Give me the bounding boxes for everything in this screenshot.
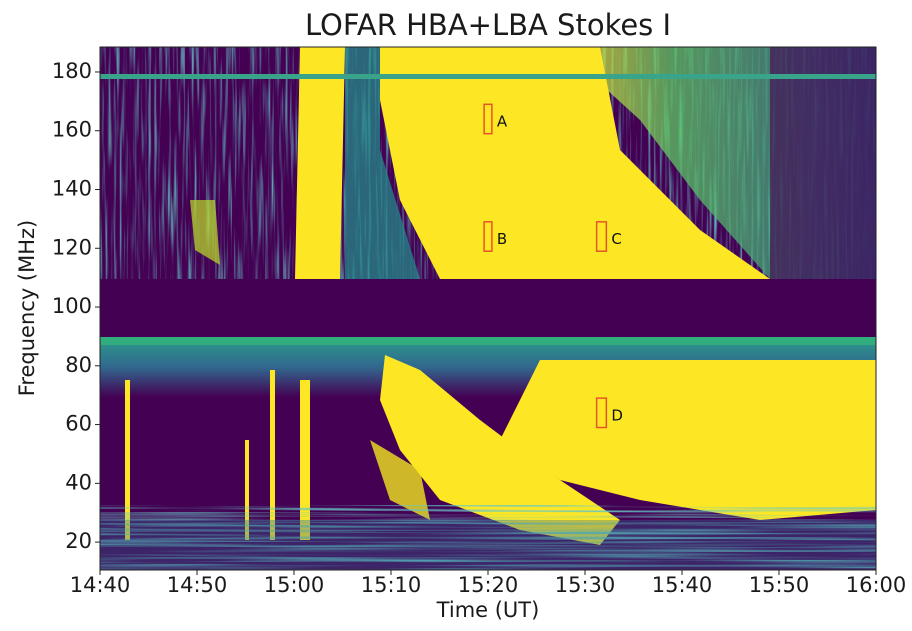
x-tick-label: 14:50 bbox=[167, 573, 228, 597]
x-tick-label: 16:00 bbox=[846, 573, 907, 597]
annotation-label: B bbox=[497, 230, 507, 248]
x-tick-label: 15:30 bbox=[555, 573, 616, 597]
annotation-label: C bbox=[611, 230, 621, 248]
y-tick-label: 80 bbox=[65, 353, 92, 377]
y-tick-label: 180 bbox=[52, 59, 92, 83]
x-tick-label: 15:40 bbox=[652, 573, 713, 597]
x-tick-label: 14:40 bbox=[70, 573, 131, 597]
annotation-label: A bbox=[497, 112, 508, 130]
annotation-box bbox=[595, 221, 608, 252]
y-tick-label: 100 bbox=[52, 294, 92, 318]
x-axis-label: Time (UT) bbox=[436, 598, 540, 622]
x-tick-label: 15:20 bbox=[458, 573, 519, 597]
x-tick-label: 15:00 bbox=[264, 573, 325, 597]
annotation-box bbox=[483, 221, 493, 252]
annotation-label: D bbox=[611, 406, 623, 424]
y-tick-label: 120 bbox=[52, 235, 92, 259]
x-tick-label: 15:50 bbox=[749, 573, 810, 597]
y-tick-label: 20 bbox=[65, 529, 92, 553]
x-tick-label: 15:10 bbox=[361, 573, 422, 597]
y-axis-label: Frequency (MHz) bbox=[15, 220, 39, 396]
annotation-box bbox=[595, 397, 608, 429]
y-tick-label: 40 bbox=[65, 470, 92, 494]
chart-title: LOFAR HBA+LBA Stokes I bbox=[305, 8, 671, 42]
y-tick-label: 60 bbox=[65, 412, 92, 436]
spectrogram-image bbox=[100, 47, 876, 570]
y-tick-label: 140 bbox=[52, 177, 92, 201]
annotation-box bbox=[483, 103, 493, 135]
y-tick-label: 160 bbox=[52, 118, 92, 142]
